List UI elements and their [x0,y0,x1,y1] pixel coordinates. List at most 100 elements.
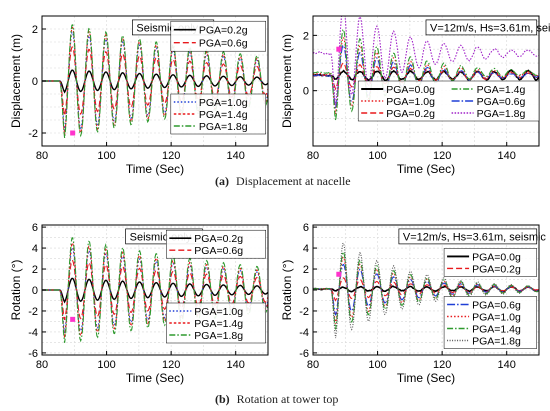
y-tick-label: -4 [299,327,309,339]
series-line [313,251,539,330]
legend-label: PGA=0.6g [199,38,248,50]
x-tick-label: 120 [162,359,180,371]
series-line [313,277,539,302]
x-tick-label: 100 [97,150,115,162]
legend-box [357,80,540,122]
legend-label: PGA=0.6g [194,245,243,257]
x-tick-label: 80 [307,150,319,162]
annotation-box [398,228,538,245]
caption-a-text: Displacement at nacelle [236,174,351,188]
legend-box [170,20,266,52]
y-axis-label: Displacement (m) [9,34,23,128]
caption-b: (b) Rotation at tower top [215,392,338,406]
caption-a: (a) Displacement at nacelle [215,174,351,188]
y-axis-label: Rotation (°) [9,260,23,321]
x-axis-label: Time (Sec) [126,371,184,385]
legend-label: PGA=1.8g [477,108,526,120]
y-tick-label: 4 [32,243,38,255]
peak-marker [70,130,76,136]
series-line [313,44,539,109]
y-tick-label: 4 [303,243,309,255]
y-tick-label: -6 [299,348,309,360]
y-tick-label: 2 [32,24,38,36]
annotation-text: V=12m/s, Hs=3.61m, seismic [430,22,550,34]
x-tick-label: 100 [368,359,386,371]
y-tick-label: -2 [28,306,38,318]
chart-disp_seismic: 80 100 120 140 -2 0 2 Time (Sec) Displacement (m… [9,15,269,176]
y-tick-label: 6 [32,222,38,234]
y-tick-label: 6 [303,222,309,234]
legend-box [443,296,537,349]
legend-box [170,93,266,135]
legend-label: PGA=1.4g [472,324,521,336]
legend-label: PGA=0.0g [472,251,521,263]
chart-rot_seismic: 80 100 120 140 -6 -4 -2 0 2 4 6 Time (Sec) Rotation … [9,222,269,385]
caption-a-label: (a) [215,174,229,188]
x-tick-label: 120 [433,359,451,371]
series-line [42,46,268,116]
peak-marker [336,271,342,277]
y-tick-label: 0 [303,86,309,98]
legend-box [166,229,266,259]
x-tick-label: 120 [162,150,180,162]
y-tick-label: 2 [303,264,309,276]
series-line [313,68,539,82]
legend-label: PGA=0.2g [199,25,248,37]
x-tick-label: 80 [307,359,319,371]
y-tick-label: 0 [303,285,309,297]
x-tick-label: 100 [368,150,386,162]
series-line [313,242,539,339]
series-line [313,256,539,324]
legend-label: PGA=1.0g [199,97,248,109]
x-tick-label: 80 [36,150,48,162]
legend-label: PGA=1.8g [472,336,521,348]
series-line [42,277,268,304]
x-tick-label: 140 [227,359,245,371]
y-tick-label: 0 [32,285,38,297]
legend-label: PGA=1.8g [194,330,243,342]
series-line [42,69,268,94]
legend-label: PGA=1.4g [199,109,248,121]
annotation-text: V=12m/s, Hs=3.61m, seismic [403,231,547,243]
x-tick-label: 140 [227,150,245,162]
legend-label: PGA=1.4g [477,84,526,96]
legend-box [443,248,537,277]
legend-label: PGA=0.6g [472,300,521,312]
chart-disp_wind_seismic: 80 100 120 140 0 2 Time (Sec) Displacement (m) V… [280,15,550,176]
caption-b-label: (b) [215,392,230,406]
legend-label: PGA=0.0g [386,84,435,96]
caption-b-text: Rotation at tower top [237,392,339,406]
series-group [313,242,539,339]
y-tick-label: 2 [303,30,309,42]
x-tick-label: 120 [433,150,451,162]
legend-label: PGA=0.2g [194,233,243,245]
legend-label: PGA=0.2g [386,108,435,120]
x-tick-label: 140 [498,150,516,162]
y-axis-label: Rotation (°) [280,260,294,321]
y-tick-label: -2 [299,306,309,318]
legend-label: PGA=1.0g [386,96,435,108]
x-axis-label: Time (Sec) [126,162,184,176]
y-tick-label: 0 [32,76,38,88]
series-line [313,36,539,115]
series-line [313,16,539,106]
x-tick-label: 140 [498,359,516,371]
peak-marker [336,46,342,52]
legend-label: PGA=1.0g [194,306,243,318]
series-line [42,259,268,321]
legend-label: PGA=0.2g [472,263,521,275]
series-line [313,62,539,91]
y-tick-label: -6 [28,348,38,360]
chart-rot_wind_seismic: 80 100 120 140 -6 -4 -2 0 2 4 6 Time (Sec) Rotation … [280,222,546,385]
y-tick-label: -4 [28,327,38,339]
y-tick-label: 2 [32,264,38,276]
x-axis-label: Time (Sec) [397,162,455,176]
series-group [313,16,539,121]
